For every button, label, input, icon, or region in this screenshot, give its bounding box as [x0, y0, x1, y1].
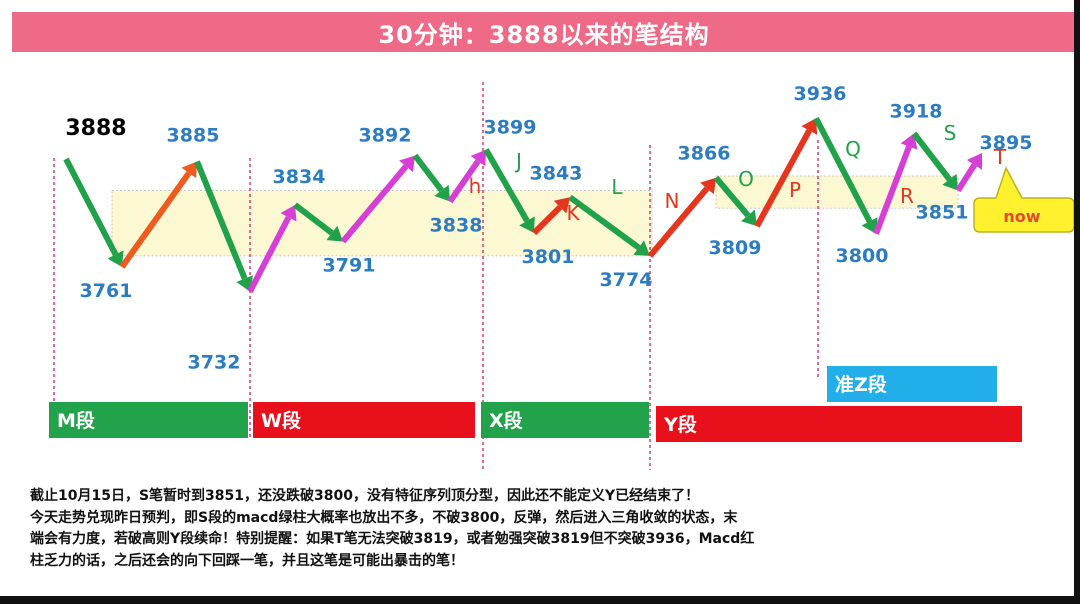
up-stroke	[247, 215, 292, 293]
stroke-arrowhead	[861, 217, 878, 234]
stroke-letter: J	[514, 149, 522, 173]
segment-label: M段	[57, 409, 96, 432]
stroke-letter: R	[900, 184, 914, 208]
down-stroke	[713, 175, 751, 218]
stroke-arrowhead	[801, 118, 818, 135]
up-stroke	[119, 171, 192, 269]
stroke-letter: h	[469, 174, 482, 198]
stroke-arrowhead	[519, 216, 535, 233]
up-stroke	[754, 129, 812, 228]
price-strokes	[63, 116, 983, 293]
up-stroke	[531, 204, 563, 236]
stroke-arrowhead	[942, 173, 958, 191]
consolidation-zones	[111, 175, 959, 257]
up-stroke	[647, 186, 710, 258]
note-line: 今天走势兑现昨日预判，即S段的macd绿柱大概率也放出不多，不破3800，反弹，…	[30, 509, 738, 526]
stroke-letter: P	[789, 178, 801, 202]
segment-bars: M段 W段 X段 Y段 准Z段	[49, 366, 1022, 442]
stroke-arrowhead	[326, 225, 343, 242]
note-line: 端会有力度，若破高则Y段续命！特别提醒：如果T笔无法突破3819，或者勉强突破3…	[30, 531, 755, 547]
callout-text: now	[1003, 207, 1040, 226]
stroke-letter: Q	[845, 137, 861, 161]
segment-label: Y段	[663, 413, 698, 436]
segment-bar	[827, 366, 997, 402]
note-line: 柱乏力的话，之后还会的向下回踩一笔，并且这笔是可能出暴击的笔！	[30, 552, 464, 569]
stroke-letter: S	[944, 121, 957, 145]
right-border	[1074, 0, 1080, 604]
price-label: 3791	[323, 254, 376, 276]
segment-bar	[253, 402, 475, 438]
up-stroke	[447, 159, 481, 204]
stroke-arrowhead	[700, 177, 716, 195]
price-label: 3834	[273, 166, 326, 188]
segment-label: W段	[261, 409, 302, 432]
segment-bar	[481, 402, 649, 438]
stroke-arrowhead	[553, 197, 570, 214]
down-stroke	[194, 160, 248, 280]
commentary: 截止10月15日，S笔暂时到3851，还没跌破3800，没有特征序列顶分型，因此…	[30, 486, 1060, 572]
stroke-arrowhead	[181, 161, 197, 179]
stroke-letter: L	[611, 175, 623, 199]
stroke-letter: O	[738, 167, 754, 191]
bottom-border	[0, 596, 1080, 604]
stroke-letter: T	[993, 145, 1007, 169]
stroke-arrowhead	[107, 250, 124, 267]
down-stroke	[568, 194, 641, 251]
segment-bar	[49, 402, 248, 438]
segment-label: 准Z段	[835, 373, 888, 396]
price-label: 3838	[430, 215, 483, 237]
price-label: 3761	[80, 280, 133, 302]
segment-bar	[656, 406, 1022, 442]
price-label: 3774	[600, 269, 653, 291]
chart-title: 30分钟：3888以来的笔结构	[378, 20, 710, 49]
stroke-arrowhead	[966, 153, 983, 170]
up-stroke	[340, 164, 409, 244]
stroke-arrowhead	[633, 240, 650, 256]
segment-dividers	[53, 82, 819, 470]
price-label: 3885	[167, 125, 220, 147]
price-label: 3800	[836, 245, 889, 267]
price-label: 3895	[980, 132, 1033, 154]
down-stroke	[412, 153, 444, 193]
price-label: 3892	[359, 125, 412, 147]
stroke-arrowhead	[399, 155, 415, 173]
down-stroke	[483, 148, 530, 223]
stroke-arrowhead	[434, 184, 450, 202]
segment-label: X段	[489, 409, 524, 432]
price-labels: 3888 3761 3885 3732 3834 3791 3892 3838 3899 3801…	[65, 83, 1032, 373]
down-stroke	[813, 116, 873, 223]
price-label: 3851	[916, 201, 969, 223]
price-label: 3899	[484, 117, 537, 139]
stroke-arrowhead	[900, 133, 918, 150]
down-stroke	[293, 202, 334, 236]
price-label: 3801	[522, 246, 575, 268]
stroke-arrowhead	[280, 204, 297, 222]
price-label: 3843	[530, 162, 583, 184]
price-label: 3866	[678, 143, 731, 165]
stroke-arrowhead	[470, 149, 486, 167]
up-stroke	[873, 145, 912, 235]
stroke-arrowhead	[741, 209, 757, 227]
consolidation-zone	[715, 175, 959, 209]
stroke-letters: h J K L N O P Q R S T	[469, 121, 1007, 225]
up-stroke	[955, 163, 977, 193]
price-label: 3888	[65, 116, 126, 141]
down-stroke	[63, 157, 119, 256]
title-banner: 30分钟：3888以来的笔结构	[12, 12, 1076, 52]
callout-bubble	[973, 166, 1075, 233]
stroke-letter: N	[665, 189, 680, 213]
price-label: 3732	[188, 352, 241, 374]
price-label: 3809	[709, 237, 762, 259]
price-label: 3936	[794, 83, 847, 105]
note-line: 截止10月15日，S笔暂时到3851，还没跌破3800，没有特征序列顶分型，因此…	[30, 488, 700, 504]
price-label: 3918	[890, 101, 943, 123]
down-stroke	[911, 131, 952, 182]
now-callout: now	[973, 166, 1075, 233]
stroke-letter: K	[566, 201, 580, 225]
